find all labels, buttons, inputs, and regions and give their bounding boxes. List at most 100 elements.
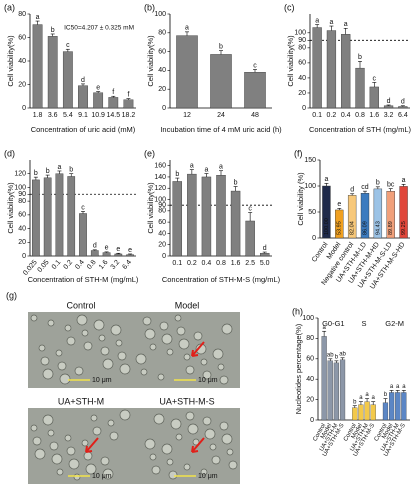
significance-letter: a (396, 384, 400, 390)
y-tick-label: 0 (310, 417, 314, 424)
panel-label: (c) (284, 2, 295, 12)
image-label: Model (175, 300, 200, 310)
y-tick-label: 80 (18, 11, 26, 18)
significance-letter: a (36, 14, 40, 21)
x-axis-label: Concentration of STH-M (mg/mL) (28, 275, 139, 284)
y-tick-label: 90 (298, 37, 306, 44)
panel-label: (h) (292, 306, 303, 316)
cell (166, 348, 174, 356)
significance-letter: b (46, 168, 50, 175)
cell (202, 416, 212, 426)
significance-letter: a (372, 395, 376, 401)
scale-label: 10 μm (92, 473, 112, 480)
x-tick-label: 6.4 (398, 112, 408, 119)
x-tick-label: 24 (217, 112, 225, 119)
y-axis-label: Cell viability(%) (286, 35, 295, 87)
bar (90, 250, 99, 257)
cell (159, 321, 169, 331)
cell (30, 314, 38, 322)
significance-letter: ab (327, 352, 334, 358)
x-tick-label: 0.2 (63, 259, 75, 271)
y-tick-label: 0 (162, 105, 166, 112)
x-tick-label: 1.6 (369, 112, 379, 119)
bar (259, 252, 270, 257)
cell (219, 375, 229, 385)
significance-letter: a (402, 384, 406, 390)
significance-letter: a (185, 25, 189, 32)
y-tick-label: 90 (158, 202, 166, 209)
x-tick-label: 6.4 (121, 259, 133, 271)
bar (364, 401, 370, 421)
x-tick-label: 9.1 (78, 112, 88, 119)
cell (74, 366, 84, 376)
y-tick-label: 140 (154, 174, 166, 181)
panel-label: (a) (4, 2, 15, 12)
arrow (191, 437, 205, 453)
y-tick-label: 20 (18, 239, 26, 246)
cell (38, 344, 46, 352)
value-label: 82.04 (350, 221, 356, 235)
significance-letter: b (353, 399, 357, 405)
cell (221, 323, 233, 335)
y-tick-label: 80 (158, 30, 166, 37)
x-tick-label: 0.1 (51, 259, 63, 271)
arrow (85, 437, 99, 453)
image-label: UA+STH-M (58, 396, 104, 406)
cell (204, 428, 216, 440)
y-tick-label: 0 (312, 235, 316, 242)
bar (398, 106, 408, 109)
scale-label: 10 μm (92, 377, 112, 384)
bar (383, 105, 394, 109)
y-tick-label: 80 (158, 208, 166, 215)
cell (100, 346, 110, 356)
panel-label: (f) (294, 148, 303, 158)
cell (32, 436, 42, 446)
value-label: 53.95 (337, 221, 343, 235)
significance-letter: f (112, 89, 114, 96)
significance-letter: a (219, 164, 223, 171)
cell (42, 368, 54, 380)
cell (149, 343, 157, 351)
significance-letter: c (373, 75, 377, 82)
significance-letter: d (350, 187, 354, 194)
y-tick-label: 150 (304, 157, 316, 164)
image-label: UA+STH-M-S (159, 396, 214, 406)
value-label: 94.43 (375, 221, 381, 235)
x-axis-label: Incubation time of 4 mM uric acid (h) (160, 125, 282, 134)
bar (312, 27, 322, 109)
x-tick-label: Control (311, 241, 330, 264)
y-tick-label: 20 (158, 86, 166, 93)
cell (83, 341, 93, 351)
value-label: 99.25 (401, 221, 407, 235)
y-axis-label: Cell viability (%) (296, 172, 305, 226)
bar (210, 54, 232, 109)
x-tick-label: 0.4 (341, 112, 351, 119)
significance-letter: a (190, 162, 194, 169)
significance-letter: ab (339, 351, 346, 357)
cell (212, 348, 224, 360)
y-tick-label: 120 (14, 171, 26, 178)
group-label: G0-G1 (322, 319, 345, 328)
y-tick-label: 40 (18, 58, 26, 65)
cell (185, 411, 195, 421)
cell (200, 468, 208, 476)
cell (219, 421, 229, 431)
significance-letter: a (57, 164, 61, 171)
bar (114, 253, 123, 257)
x-tick-label: 0.4 (74, 259, 86, 271)
y-tick-label: 40 (306, 376, 314, 383)
bar (333, 362, 340, 421)
cell (49, 441, 59, 451)
bar (341, 34, 351, 109)
bar (43, 177, 52, 257)
x-tick-label: 0.8 (86, 259, 98, 271)
panel-label: (b) (144, 2, 155, 12)
y-tick-label: 40 (158, 230, 166, 237)
bar (370, 404, 376, 421)
bar (47, 36, 58, 109)
y-tick-label: 20 (18, 81, 26, 88)
y-tick-label: 20 (298, 90, 306, 97)
significance-letter: cd (361, 184, 369, 191)
y-axis-label: Cell viability(%) (146, 182, 155, 234)
